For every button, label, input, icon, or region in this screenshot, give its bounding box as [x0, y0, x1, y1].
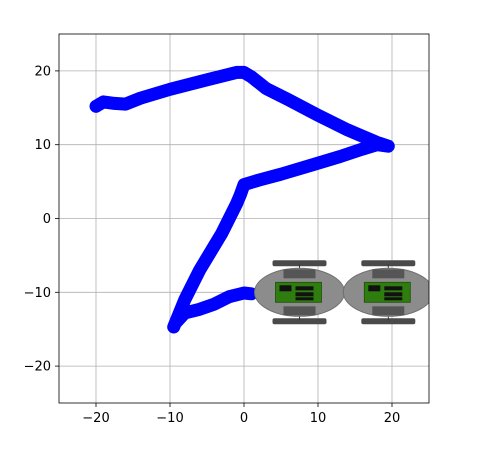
y-tick-label: −20 — [24, 360, 51, 375]
robot-chip — [384, 292, 403, 297]
robot-motor-top — [372, 269, 405, 279]
robot-track-bottom — [361, 318, 416, 325]
robot-track-top — [272, 260, 327, 267]
robot-icon — [254, 260, 345, 325]
robot-track-top — [361, 260, 416, 267]
robot-motor-top — [283, 269, 316, 279]
y-tick-label: 0 — [43, 212, 51, 227]
x-tick-label: 10 — [310, 411, 327, 426]
robot-chip — [384, 286, 403, 291]
series-layer — [89, 65, 395, 334]
robot-track-bottom — [272, 318, 327, 325]
y-tick-label: −10 — [24, 286, 51, 301]
y-tick-label: 20 — [34, 64, 51, 79]
robot-chip — [295, 297, 314, 301]
robot-icon — [342, 260, 429, 325]
x-tick-label: 20 — [384, 411, 401, 426]
robot-chip — [295, 292, 314, 297]
x-tick-label: −10 — [156, 411, 183, 426]
x-tick-label: 0 — [240, 411, 248, 426]
y-tick-label: 10 — [34, 138, 51, 153]
robot-motor-bottom — [372, 306, 405, 316]
robot-chip — [295, 286, 314, 291]
x-tick-label: −20 — [82, 411, 109, 426]
robot-chip — [368, 285, 381, 292]
trajectory-line — [89, 65, 395, 334]
robot-chip — [384, 297, 403, 301]
overlay-layer — [254, 260, 429, 325]
robot-chip — [279, 285, 292, 292]
ticks: −20 −10 0 10 20 −20 −10 0 10 20 — [24, 64, 401, 426]
robot-motor-bottom — [283, 306, 316, 316]
